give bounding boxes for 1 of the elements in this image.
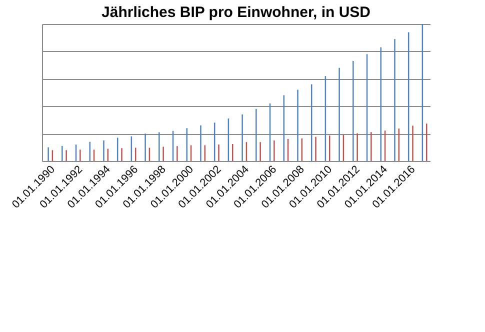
chart-title: Jährliches BIP pro Einwohner, in USD	[102, 4, 371, 21]
